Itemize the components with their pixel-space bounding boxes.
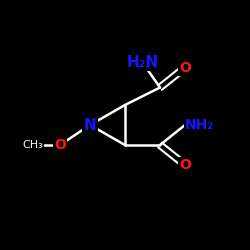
Text: NH₂: NH₂ bbox=[185, 118, 214, 132]
Text: N: N bbox=[84, 118, 96, 132]
Text: CH₃: CH₃ bbox=[22, 140, 43, 150]
Text: H₂N: H₂N bbox=[126, 55, 158, 70]
Text: O: O bbox=[54, 138, 66, 152]
Text: O: O bbox=[179, 60, 191, 74]
Text: O: O bbox=[179, 158, 191, 172]
